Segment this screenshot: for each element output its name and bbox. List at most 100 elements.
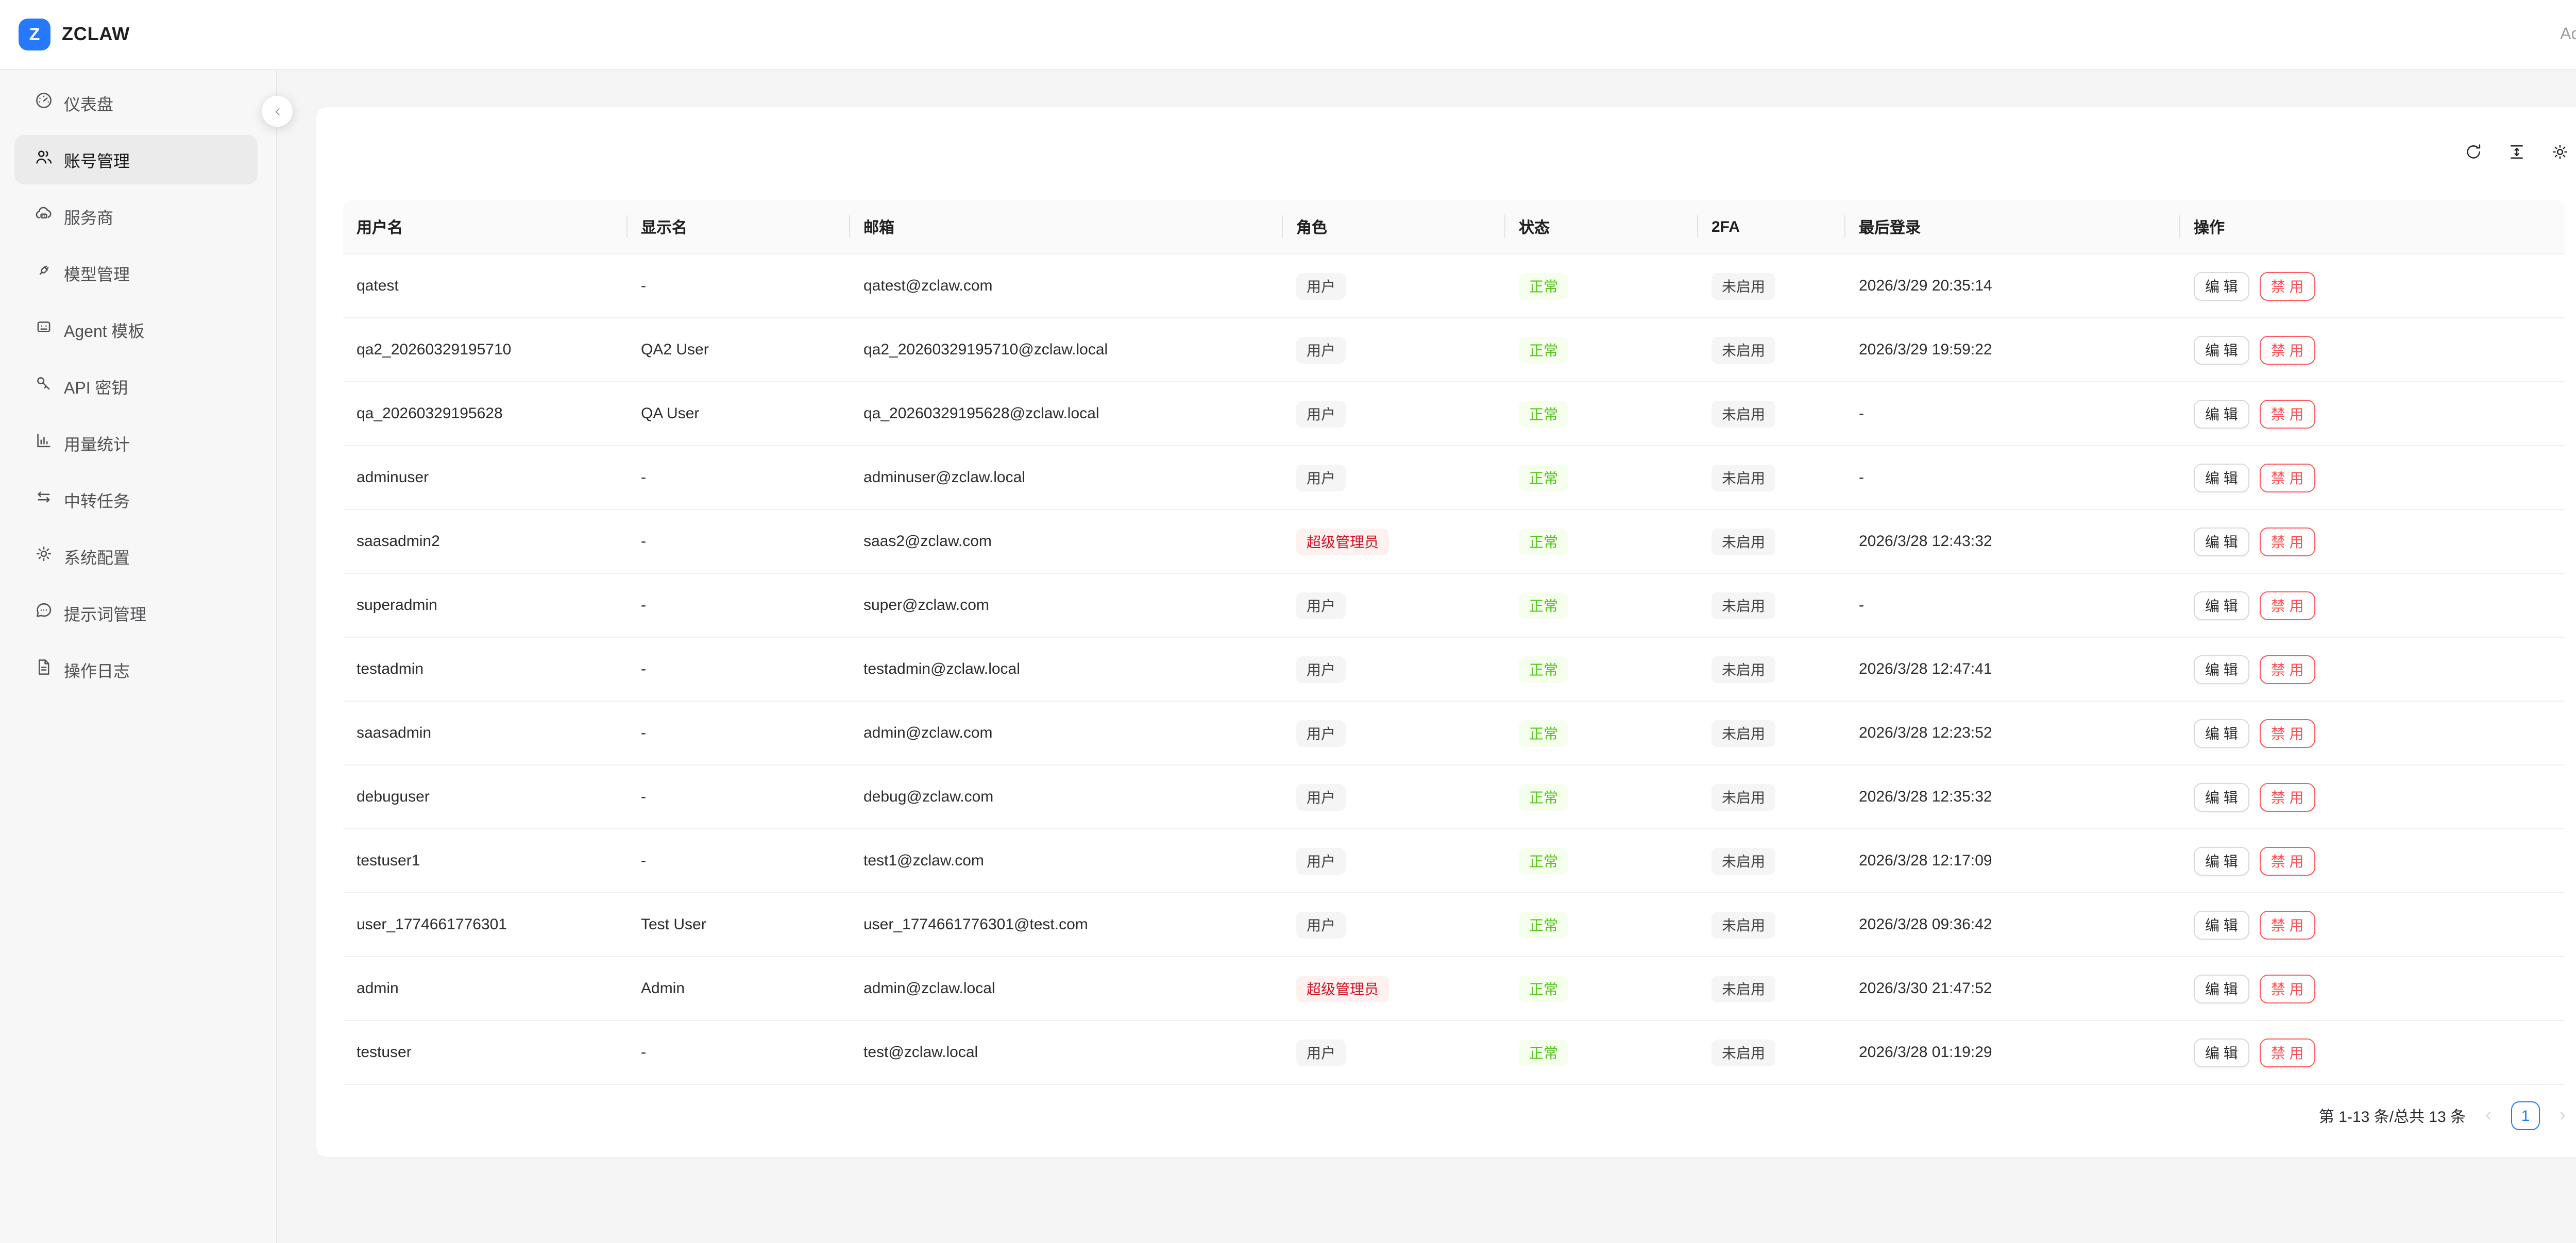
- sidebar-item-relay-tasks[interactable]: 中转任务: [14, 475, 258, 524]
- edit-button[interactable]: 编 辑: [2194, 271, 2249, 300]
- refresh-icon: [2464, 142, 2483, 167]
- cell-username: qatest: [357, 277, 399, 295]
- twofa-badge: 未启用: [1711, 336, 1775, 363]
- disable-button[interactable]: 禁 用: [2259, 719, 2315, 747]
- edit-button[interactable]: 编 辑: [2194, 655, 2249, 684]
- disable-button[interactable]: 禁 用: [2259, 910, 2315, 939]
- next-page-button[interactable]: [2555, 1109, 2570, 1123]
- document-icon: [34, 657, 54, 682]
- cell-actions: 编 辑禁 用: [2180, 702, 2565, 764]
- cell-username: superadmin: [357, 597, 437, 614]
- edit-button[interactable]: 编 辑: [2194, 399, 2249, 428]
- cell-status: 正常: [1505, 957, 1698, 1020]
- cell-role: 用户: [1283, 893, 1505, 956]
- current-page-button[interactable]: 1: [2511, 1101, 2540, 1130]
- sidebar-item-models[interactable]: 模型管理: [14, 248, 258, 298]
- edit-button[interactable]: 编 辑: [2194, 974, 2249, 1003]
- column-header-3: 角色: [1283, 200, 1505, 253]
- cell-status: 正常: [1505, 638, 1698, 701]
- sidebar-item-agent-template[interactable]: Agent 模板: [14, 305, 258, 354]
- twofa-badge: 未启用: [1711, 528, 1775, 555]
- cell-email: debug@zclaw.com: [863, 788, 994, 806]
- role-badge: 用户: [1296, 847, 1346, 874]
- sidebar-item-label: API 密钥: [64, 380, 128, 398]
- edit-button[interactable]: 编 辑: [2194, 1038, 2249, 1067]
- sidebar-item-accounts[interactable]: 账号管理: [14, 135, 258, 184]
- bar-chart-icon: [34, 431, 54, 455]
- cell-display-name: Admin: [641, 980, 685, 997]
- edit-button[interactable]: 编 辑: [2194, 910, 2249, 939]
- disable-button[interactable]: 禁 用: [2259, 1038, 2315, 1067]
- prev-page-button[interactable]: [2481, 1109, 2496, 1123]
- role-badge: 用户: [1296, 273, 1346, 299]
- twofa-badge: 未启用: [1711, 656, 1775, 683]
- cell-2fa: 未启用: [1698, 318, 1845, 381]
- table-row: qa2_20260329195710 QA2 User qa2_2026032919…: [343, 318, 2565, 382]
- brand-name: ZCLAW: [62, 24, 130, 44]
- disable-button[interactable]: 禁 用: [2259, 527, 2315, 556]
- cell-role: 用户: [1283, 638, 1505, 701]
- cell-2fa: 未启用: [1698, 1021, 1845, 1084]
- table-row: testadmin - testadmin@zclaw.local 用户 正常 未启用 20…: [343, 638, 2565, 702]
- disable-button[interactable]: 禁 用: [2259, 463, 2315, 492]
- edit-button[interactable]: 编 辑: [2194, 463, 2249, 492]
- twofa-badge: 未启用: [1711, 400, 1775, 427]
- sidebar-item-dashboard[interactable]: 仪表盘: [14, 78, 258, 128]
- disable-button[interactable]: 禁 用: [2259, 782, 2315, 811]
- cell-display-name: Test User: [641, 916, 706, 933]
- cell-status: 正常: [1505, 893, 1698, 956]
- disable-button[interactable]: 禁 用: [2259, 335, 2315, 364]
- column-header-7: 操作: [2194, 219, 2225, 236]
- disable-button[interactable]: 禁 用: [2259, 271, 2315, 300]
- users-icon: [34, 147, 54, 172]
- status-badge: 正常: [1519, 1039, 1568, 1066]
- table-row: admin Admin admin@zclaw.local 超级管理员 正常 未启用 202…: [343, 957, 2565, 1021]
- edit-button[interactable]: 编 辑: [2194, 782, 2249, 811]
- sidebar-item-system-config[interactable]: 系统配置: [14, 532, 258, 581]
- cell-2fa: 未启用: [1698, 574, 1845, 637]
- edit-button[interactable]: 编 辑: [2194, 591, 2249, 620]
- status-badge: 正常: [1519, 336, 1568, 363]
- sidebar-item-prompts[interactable]: 提示词管理: [14, 588, 258, 638]
- cell-status: 正常: [1505, 318, 1698, 381]
- sidebar-item-operation-logs[interactable]: 操作日志: [14, 645, 258, 694]
- refresh-button[interactable]: [2464, 142, 2483, 167]
- disable-button[interactable]: 禁 用: [2259, 655, 2315, 684]
- sidebar-item-usage-stats[interactable]: 用量统计: [14, 418, 258, 468]
- cell-actions: 编 辑禁 用: [2180, 254, 2565, 317]
- cell-last-login: -: [1859, 405, 1864, 422]
- robot-icon: [34, 317, 54, 342]
- brand-logo-icon: Z: [19, 19, 50, 50]
- cell-status: 正常: [1505, 829, 1698, 892]
- role-badge: 用户: [1296, 656, 1346, 683]
- sidebar-collapse-button[interactable]: [262, 96, 293, 127]
- cell-actions: 编 辑禁 用: [2180, 893, 2565, 956]
- cell-2fa: 未启用: [1698, 957, 1845, 1020]
- top-bar: Z ZCLAW Admin: [0, 0, 2576, 70]
- disable-button[interactable]: 禁 用: [2259, 591, 2315, 620]
- column-height-button[interactable]: [2507, 145, 2527, 164]
- sidebar-item-label: 系统配置: [64, 550, 130, 568]
- cell-display-name: -: [641, 660, 646, 678]
- table-header-row: 用户名 显示名 邮箱 角色 状态 2FA 最后登录 操作: [343, 200, 2565, 254]
- cell-2fa: 未启用: [1698, 446, 1845, 509]
- cell-display-name: QA User: [641, 405, 700, 422]
- sidebar-item-label: 账号管理: [64, 154, 130, 171]
- sidebar-item-label: 模型管理: [64, 267, 130, 284]
- disable-button[interactable]: 禁 用: [2259, 399, 2315, 428]
- edit-button[interactable]: 编 辑: [2194, 335, 2249, 364]
- edit-button[interactable]: 编 辑: [2194, 846, 2249, 875]
- cell-last-login: 2026/3/28 12:17:09: [1859, 852, 1992, 870]
- edit-button[interactable]: 编 辑: [2194, 719, 2249, 747]
- sidebar-item-providers[interactable]: 服务商: [14, 192, 258, 241]
- cell-2fa: 未启用: [1698, 382, 1845, 445]
- admin-user-menu[interactable]: Admin: [2560, 25, 2576, 43]
- disable-button[interactable]: 禁 用: [2259, 846, 2315, 875]
- status-badge: 正常: [1519, 464, 1568, 491]
- sidebar-item-api-keys[interactable]: API 密钥: [14, 362, 258, 411]
- edit-button[interactable]: 编 辑: [2194, 527, 2249, 556]
- settings-button[interactable]: [2550, 144, 2570, 164]
- cell-last-login: 2026/3/28 12:47:41: [1859, 660, 1992, 678]
- cell-email: test1@zclaw.com: [863, 852, 984, 870]
- disable-button[interactable]: 禁 用: [2259, 974, 2315, 1003]
